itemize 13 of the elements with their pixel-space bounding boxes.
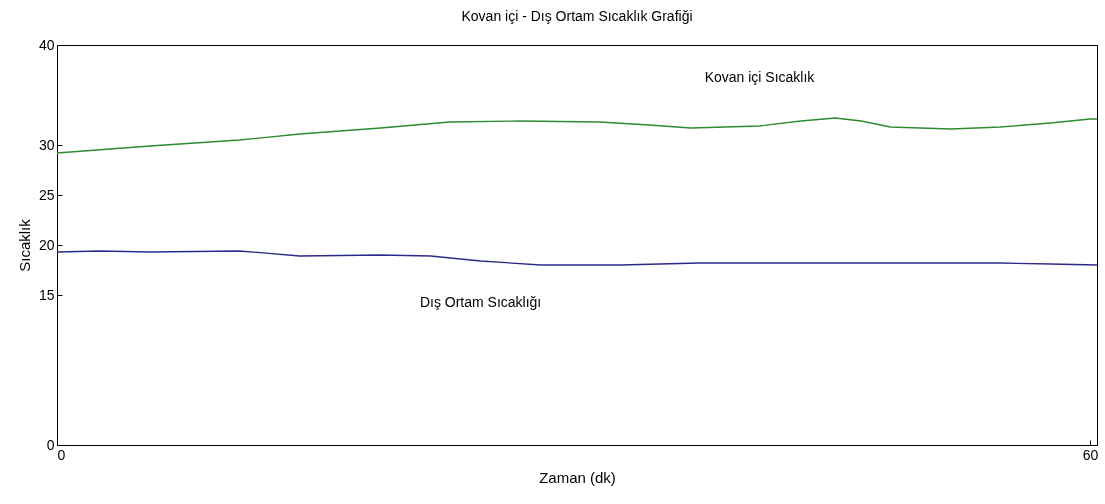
- y-tick-label: 15: [38, 286, 55, 303]
- text: Kovan içi Sıcaklık: [704, 69, 816, 85]
- x-axis-title: Zaman (dk): [539, 468, 616, 486]
- line-series: [57, 250, 1097, 266]
- y-tick-label: 20: [38, 236, 55, 253]
- x-tick-label: 60: [1082, 446, 1099, 463]
- chart-title: Kovan içi - Dış Ortam Sıcaklık Grafiği: [461, 8, 693, 24]
- text: Dış Ortam Sıcaklığı: [419, 294, 542, 310]
- y-axis-title: Sıcaklık: [15, 218, 33, 272]
- y-tick-label: 25: [38, 186, 55, 203]
- y-tick-label: 30: [38, 136, 55, 153]
- line-series: [57, 117, 1097, 154]
- y-tick-label: 40: [38, 36, 55, 53]
